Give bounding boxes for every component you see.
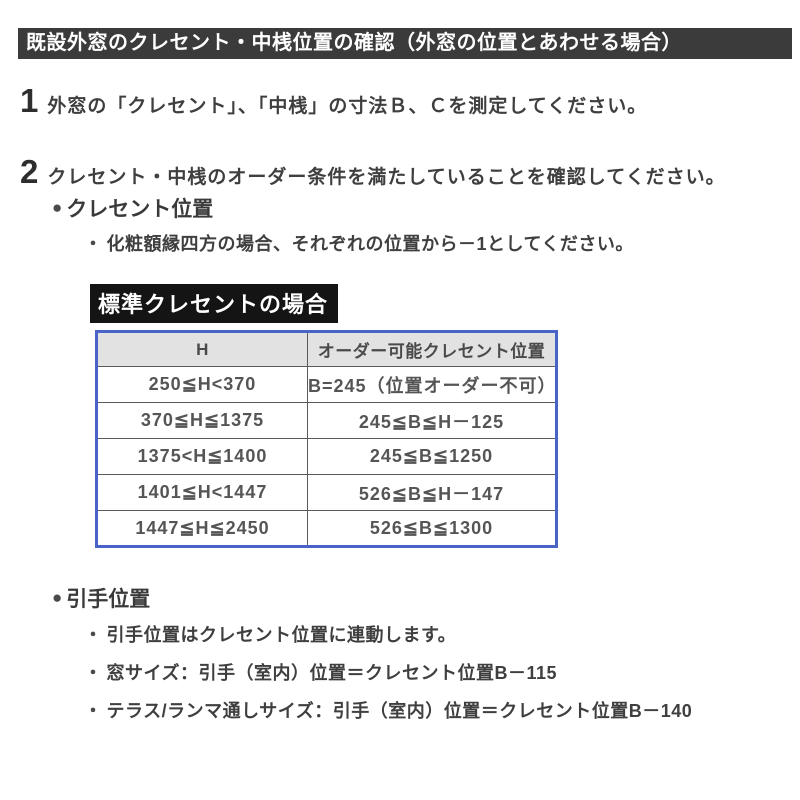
table-caption: 標準クレセントの場合 xyxy=(90,284,339,323)
step-1-number: 1 xyxy=(20,82,39,119)
handle-section-label: 引手位置 xyxy=(66,588,151,611)
table-row: 1447≦H≦2450 526≦B≦1300 xyxy=(96,510,557,547)
dot-icon: ・ xyxy=(84,625,103,645)
cell-order-range: 245≦B≦H－125 xyxy=(307,402,557,439)
crescent-position-table: H オーダー可能クレセント位置 250≦H<370 B=245（位置オーダー不可… xyxy=(95,330,558,548)
cell-h-range: 1401≦H<1447 xyxy=(96,474,308,511)
step-2: 2 クレセント・中桟のオーダー条件を満たしていることを確認してください。 xyxy=(20,155,726,189)
cell-order-range: 526≦B≦H－147 xyxy=(307,474,557,511)
bullet-icon: ● xyxy=(52,588,63,607)
cell-h-range: 1447≦H≦2450 xyxy=(96,510,308,547)
dot-icon: ・ xyxy=(84,701,103,721)
handle-note-text: 引手位置はクレセント位置に連動します。 xyxy=(106,625,457,645)
cell-h-range: 250≦H<370 xyxy=(96,366,308,403)
cell-order-range: 245≦B≦1250 xyxy=(307,438,557,475)
handle-note-text: 窓サイズ：引手（室内）位置＝クレセント位置B－115 xyxy=(106,663,557,683)
dot-icon: ・ xyxy=(84,234,103,254)
bullet-icon: ● xyxy=(52,198,63,217)
crescent-section-heading: ● クレセント位置 xyxy=(52,193,213,223)
crescent-note-text: 化粧額縁四方の場合、それぞれの位置から－1としてください。 xyxy=(106,234,634,254)
crescent-note: ・ 化粧額縁四方の場合、それぞれの位置から－1としてください。 xyxy=(84,230,634,256)
page-title: 既設外窓のクレセント・中桟位置の確認（外窓の位置とあわせる場合） xyxy=(18,28,792,59)
table-row: 370≦H≦1375 245≦B≦H－125 xyxy=(96,402,557,439)
cell-h-range: 370≦H≦1375 xyxy=(96,402,308,439)
cell-order-range: B=245（位置オーダー不可） xyxy=(307,366,557,403)
cell-h-range: 1375<H≦1400 xyxy=(96,438,308,475)
col-header-order-position: オーダー可能クレセント位置 xyxy=(307,331,557,367)
step-1: 1 外窓の「クレセント」、「中桟」の寸法Ｂ、Ｃを測定してください。 xyxy=(20,84,647,118)
table-row: 250≦H<370 B=245（位置オーダー不可） xyxy=(96,366,557,403)
handle-note-text: テラス/ランマ通しサイズ：引手（室内）位置＝クレセント位置B－140 xyxy=(106,701,693,721)
handle-section-heading: ● 引手位置 xyxy=(52,583,150,613)
handle-note: ・ テラス/ランマ通しサイズ：引手（室内）位置＝クレセント位置B－140 xyxy=(84,697,692,723)
crescent-section-label: クレセント位置 xyxy=(66,198,214,221)
step-2-number: 2 xyxy=(20,153,39,190)
handle-note: ・ 窓サイズ：引手（室内）位置＝クレセント位置B－115 xyxy=(84,659,557,685)
cell-order-range: 526≦B≦1300 xyxy=(307,510,557,547)
col-header-h: H xyxy=(96,331,308,367)
table-row: 1401≦H<1447 526≦B≦H－147 xyxy=(96,474,557,511)
table-row: 1375<H≦1400 245≦B≦1250 xyxy=(96,438,557,475)
handle-note: ・ 引手位置はクレセント位置に連動します。 xyxy=(84,621,456,647)
dot-icon: ・ xyxy=(84,663,103,683)
step-1-text: 外窓の「クレセント」、「中桟」の寸法Ｂ、Ｃを測定してください。 xyxy=(47,96,648,117)
table-header-row: H オーダー可能クレセント位置 xyxy=(96,331,557,367)
step-2-text: クレセント・中桟のオーダー条件を満たしていることを確認してください。 xyxy=(47,167,726,188)
